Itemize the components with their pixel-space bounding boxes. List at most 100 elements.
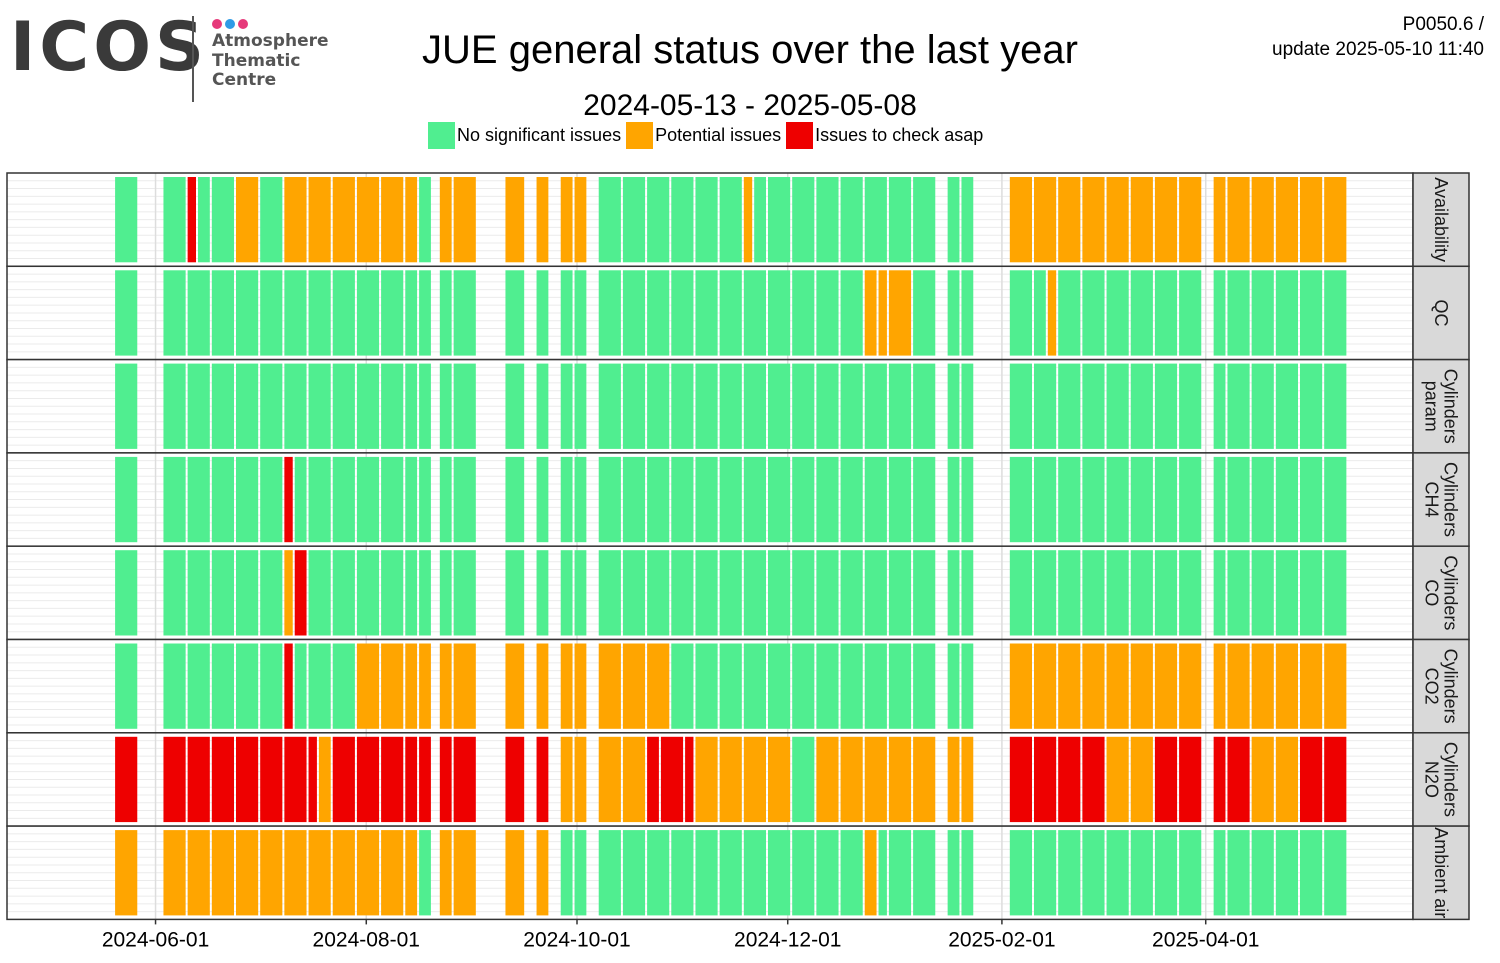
- status-segment: [1154, 830, 1178, 916]
- status-segment: [294, 550, 307, 636]
- logo-dot: [225, 19, 235, 29]
- status-segment: [1034, 456, 1057, 543]
- status-segment: [439, 550, 452, 636]
- status-segment: [1275, 550, 1298, 636]
- status-segment: [685, 736, 694, 823]
- status-segment: [308, 736, 317, 823]
- status-segment: [792, 830, 815, 916]
- status-segment: [1130, 456, 1153, 543]
- status-segment: [574, 550, 587, 636]
- status-segment: [816, 643, 839, 729]
- status-segment: [1227, 550, 1250, 636]
- status-segment: [356, 736, 380, 823]
- status-segment: [598, 456, 621, 543]
- status-segment: [1179, 550, 1202, 636]
- status-segment: [1082, 177, 1105, 263]
- status-segment: [574, 643, 587, 729]
- status-segment: [294, 456, 307, 543]
- status-segment: [840, 270, 863, 356]
- status-segment: [792, 177, 815, 263]
- status-segment: [419, 270, 431, 356]
- status-segment: [381, 270, 404, 356]
- status-segment: [536, 736, 549, 823]
- status-segment: [947, 456, 960, 543]
- status-segment: [719, 736, 742, 823]
- status-segment: [405, 177, 418, 263]
- status-segment: [913, 736, 936, 823]
- status-segment: [961, 456, 974, 543]
- status-segment: [260, 456, 283, 543]
- status-segment: [622, 456, 646, 543]
- logo-dot: [238, 19, 248, 29]
- status-segment: [864, 177, 887, 263]
- status-segment: [332, 830, 355, 916]
- status-segment: [840, 456, 863, 543]
- status-segment: [453, 363, 476, 449]
- status-segment: [536, 270, 549, 356]
- status-segment: [719, 177, 742, 263]
- status-segment: [439, 830, 452, 916]
- status-segment: [768, 363, 791, 449]
- status-segment: [163, 550, 186, 636]
- status-segment: [1154, 270, 1178, 356]
- status-segment: [1324, 643, 1347, 729]
- legend-label-issue: Issues to check asap: [815, 124, 984, 145]
- status-segment: [1034, 270, 1046, 356]
- status-segment: [1009, 270, 1032, 356]
- status-segment: [840, 363, 863, 449]
- status-segment: [913, 270, 936, 356]
- status-segment: [187, 456, 210, 543]
- status-segment: [115, 550, 138, 636]
- status-segment: [840, 643, 863, 729]
- status-segment: [1213, 270, 1226, 356]
- status-segment: [840, 736, 863, 823]
- status-segment: [622, 643, 646, 729]
- status-segment: [1179, 830, 1202, 916]
- status-segment: [1058, 270, 1081, 356]
- status-segment: [792, 456, 815, 543]
- status-segment: [1082, 830, 1105, 916]
- status-segment: [308, 830, 331, 916]
- status-segment: [381, 456, 404, 543]
- status-segment: [1227, 177, 1250, 263]
- status-segment: [536, 363, 549, 449]
- status-segment: [1154, 363, 1178, 449]
- status-segment: [381, 363, 404, 449]
- status-segment: [1154, 456, 1178, 543]
- status-segment: [1106, 550, 1129, 636]
- status-segment: [840, 830, 863, 916]
- status-segment: [1251, 456, 1274, 543]
- status-segment: [768, 736, 791, 823]
- status-segment: [284, 456, 293, 543]
- status-segment: [439, 363, 452, 449]
- status-segment: [647, 363, 670, 449]
- status-segment: [405, 363, 418, 449]
- status-segment: [198, 177, 210, 263]
- panel-strip: [1412, 825, 1470, 921]
- status-segment: [332, 736, 355, 823]
- status-segment: [1213, 177, 1226, 263]
- status-segment: [671, 643, 694, 729]
- status-segment: [163, 177, 186, 263]
- status-segment: [284, 550, 293, 636]
- status-segment: [878, 270, 887, 356]
- status-segment: [211, 177, 234, 263]
- status-segment: [1275, 736, 1298, 823]
- status-segment: [356, 270, 380, 356]
- status-segment: [560, 456, 573, 543]
- status-segment: [947, 363, 960, 449]
- status-segment: [187, 363, 210, 449]
- status-segment: [505, 736, 525, 823]
- status-segment: [1009, 643, 1032, 729]
- status-segment: [647, 177, 670, 263]
- status-segment: [864, 456, 887, 543]
- status-segment: [356, 830, 380, 916]
- status-segment: [1058, 643, 1081, 729]
- status-segment: [308, 643, 331, 729]
- status-segment: [768, 830, 791, 916]
- panel-label: CylindersN2O: [1422, 742, 1461, 817]
- status-segment: [622, 270, 646, 356]
- status-segment: [1034, 550, 1057, 636]
- status-segment: [743, 363, 766, 449]
- status-segment: [647, 456, 670, 543]
